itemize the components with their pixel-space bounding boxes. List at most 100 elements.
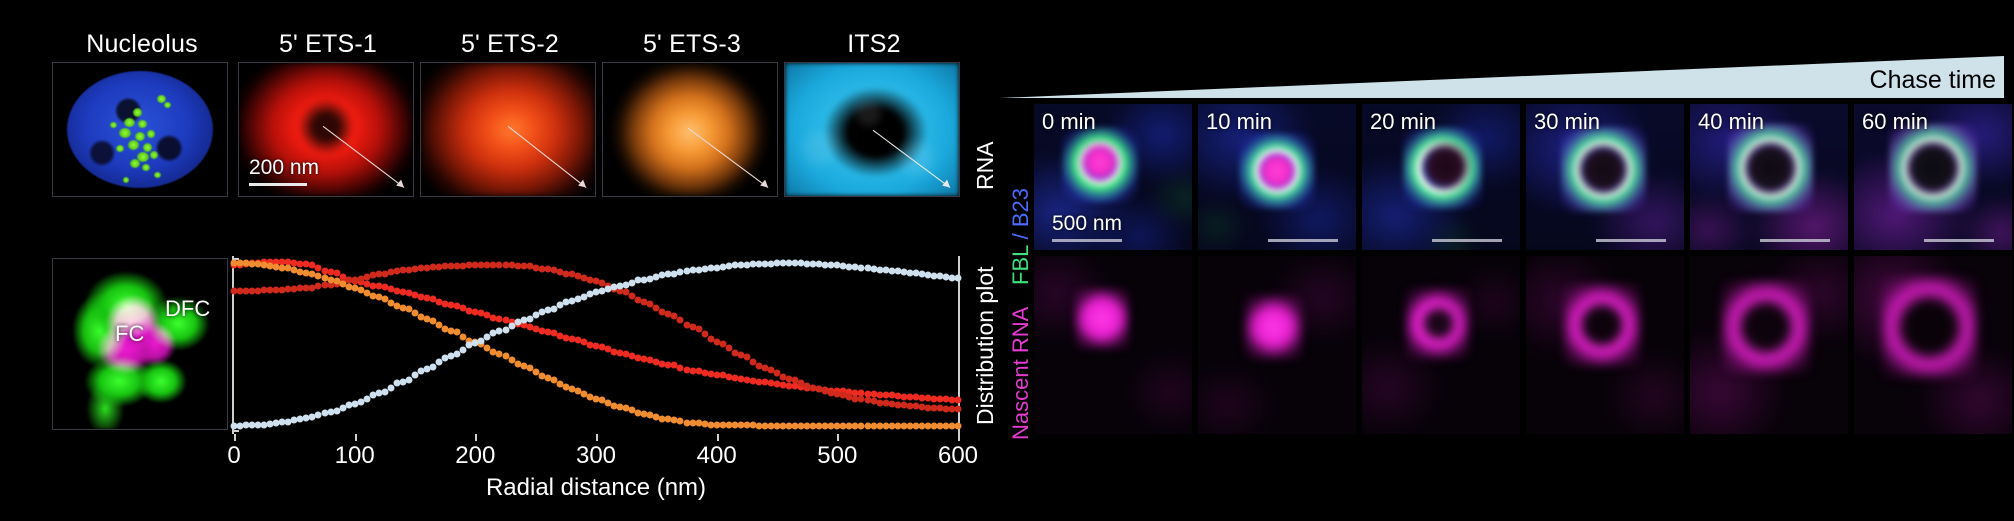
plot-point bbox=[646, 356, 654, 364]
plot-point bbox=[918, 394, 926, 402]
plot-point bbox=[683, 321, 690, 329]
plot-point bbox=[628, 352, 636, 360]
plot-point bbox=[405, 305, 413, 313]
plot-point bbox=[544, 328, 552, 336]
plot-point bbox=[333, 277, 341, 285]
plot-point bbox=[870, 422, 878, 430]
plot-point bbox=[779, 422, 787, 430]
plot-point bbox=[296, 268, 304, 276]
chase-panel-top-0min[interactable]: 0 min 500 nm bbox=[1034, 104, 1192, 250]
plot-point bbox=[948, 422, 956, 430]
plot-point bbox=[616, 403, 624, 411]
plot-point bbox=[568, 335, 576, 343]
chase-panel-bottom-40min[interactable] bbox=[1690, 256, 1848, 434]
plot-point bbox=[851, 389, 859, 397]
plot-point bbox=[870, 265, 878, 273]
plot-point bbox=[821, 387, 829, 395]
plot-point bbox=[290, 285, 298, 293]
image-panel-its2[interactable] bbox=[784, 62, 960, 197]
x-tick-label: 600 bbox=[937, 442, 979, 469]
chase-panel-top-60min[interactable]: 60 min bbox=[1854, 104, 2012, 250]
plot-point bbox=[351, 276, 359, 284]
plot-point bbox=[562, 270, 570, 278]
chase-panel-top-20min[interactable]: 20 min bbox=[1362, 104, 1520, 250]
plot-point bbox=[308, 284, 316, 292]
plot-point bbox=[598, 396, 606, 404]
timepoint-label: 30 min bbox=[1534, 109, 1601, 134]
nascent-rna-signal bbox=[1075, 288, 1129, 349]
plot-point bbox=[773, 369, 781, 377]
image-panel-nucleolus[interactable] bbox=[52, 62, 228, 197]
image-panel-ets1[interactable]: 200 nm bbox=[238, 62, 414, 197]
chase-panel-top-30min[interactable]: 30 min bbox=[1526, 104, 1684, 250]
plot-point bbox=[339, 273, 347, 281]
plot-point bbox=[363, 280, 371, 288]
plot-point bbox=[604, 399, 612, 407]
plot-point bbox=[508, 261, 516, 269]
plot-point bbox=[290, 266, 298, 274]
chase-panel-top-40min[interactable]: 40 min bbox=[1690, 104, 1848, 250]
chase-panel-bottom-10min[interactable] bbox=[1198, 256, 1356, 434]
plot-point bbox=[562, 334, 570, 342]
image-panel-ets3[interactable] bbox=[602, 62, 778, 197]
image-panel-ets2[interactable] bbox=[420, 62, 596, 197]
plot-point bbox=[918, 403, 926, 411]
separator-text: / bbox=[1008, 227, 1033, 246]
plot-point bbox=[296, 415, 304, 423]
image-panel-fc-dfc[interactable]: DFC FC bbox=[52, 258, 228, 430]
plot-point bbox=[483, 344, 491, 352]
plot-point bbox=[924, 394, 932, 402]
plot-point bbox=[574, 336, 582, 344]
plot-point bbox=[640, 276, 648, 284]
plot-point bbox=[314, 411, 322, 419]
plot-point bbox=[544, 306, 552, 314]
fbl-b23-core bbox=[1727, 124, 1814, 213]
plot-point bbox=[278, 258, 286, 266]
plot-point bbox=[369, 292, 377, 300]
plot-point bbox=[556, 301, 564, 309]
plot-point bbox=[586, 276, 594, 284]
plot-point bbox=[731, 374, 739, 382]
plot-point bbox=[719, 263, 727, 271]
chase-panel-bottom-20min[interactable] bbox=[1362, 256, 1520, 434]
chase-panel-bottom-30min[interactable] bbox=[1526, 256, 1684, 434]
chase-panel-bottom-60min[interactable] bbox=[1854, 256, 2012, 434]
chase-panel-top-10min[interactable]: 10 min bbox=[1198, 104, 1356, 250]
plot-point bbox=[345, 276, 353, 284]
plot-point bbox=[339, 280, 347, 288]
plot-point bbox=[508, 318, 516, 326]
plot-point bbox=[363, 395, 371, 403]
distribution-plot[interactable]: 0 100 200 300 400 500 600 Radial distance (nm) bbox=[227, 256, 978, 501]
plot-point bbox=[652, 304, 660, 312]
plot-point bbox=[791, 376, 799, 384]
plot-point bbox=[809, 422, 817, 430]
plot-point bbox=[743, 421, 751, 429]
plot-point bbox=[731, 421, 739, 429]
plot-point bbox=[725, 421, 733, 429]
plot-point bbox=[906, 393, 914, 401]
plot-point bbox=[447, 327, 455, 335]
plot-point bbox=[857, 422, 865, 430]
chase-panel-bottom-0min[interactable] bbox=[1034, 256, 1192, 434]
plot-point bbox=[532, 311, 540, 319]
plot-point bbox=[646, 275, 654, 283]
plot-point bbox=[447, 301, 455, 309]
plot-point bbox=[851, 263, 859, 271]
plot-point bbox=[924, 422, 932, 430]
plot-point bbox=[423, 315, 431, 323]
plot-point bbox=[363, 289, 371, 297]
plot-point bbox=[912, 422, 920, 430]
plot-point bbox=[870, 397, 878, 405]
plot-point bbox=[809, 260, 817, 268]
plot-point bbox=[942, 395, 950, 403]
plot-point bbox=[664, 361, 672, 369]
plot-point bbox=[417, 293, 425, 301]
plot-point bbox=[695, 419, 703, 427]
plot-point bbox=[676, 364, 684, 372]
plot-point bbox=[284, 285, 292, 293]
plot-point bbox=[676, 417, 684, 425]
plot-point bbox=[664, 310, 672, 318]
plot-point bbox=[254, 260, 262, 268]
plot-point bbox=[574, 295, 582, 303]
plot-point bbox=[483, 311, 491, 319]
